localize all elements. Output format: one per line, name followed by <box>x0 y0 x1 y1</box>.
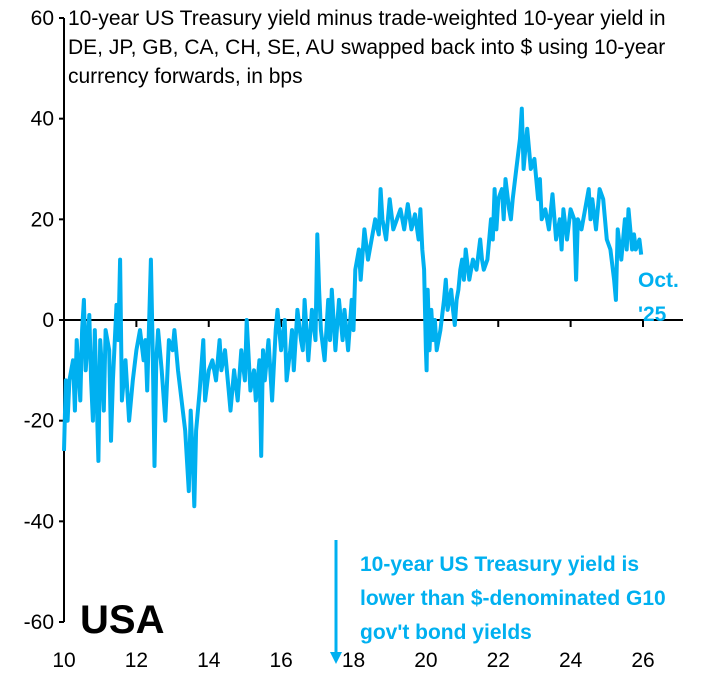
end-label-month: Oct. <box>638 269 679 292</box>
country-label: USA <box>80 598 165 642</box>
x-tick-label: 16 <box>269 649 292 672</box>
end-label: Oct. '25 <box>638 264 679 332</box>
x-tick-label: 14 <box>197 649 221 672</box>
y-tick-label: 20 <box>31 208 54 231</box>
y-tick-label: -20 <box>24 410 54 433</box>
chart-title: 10-year US Treasury yield minus trade-we… <box>68 7 666 88</box>
y-tick-label: 0 <box>42 309 54 332</box>
y-tick-label: -40 <box>24 510 54 533</box>
y-tick-label: 40 <box>31 108 54 131</box>
x-tick-label: 12 <box>125 649 148 672</box>
x-tick-label: 22 <box>487 649 510 672</box>
series-line <box>62 106 644 509</box>
x-tick-label: 10 <box>52 649 75 672</box>
y-tick-label: -60 <box>24 611 54 634</box>
annotation-arrow-head-icon <box>330 652 342 664</box>
x-tick-label: 24 <box>559 649 583 672</box>
x-tick-label: 20 <box>414 649 437 672</box>
x-tick-label: 26 <box>631 649 654 672</box>
y-tick-label: 60 <box>31 7 54 30</box>
x-tick-label: 18 <box>342 649 365 672</box>
end-label-year: '25 <box>638 303 667 326</box>
annotation-text: 10-year US Treasury yield is lower than … <box>360 553 666 644</box>
